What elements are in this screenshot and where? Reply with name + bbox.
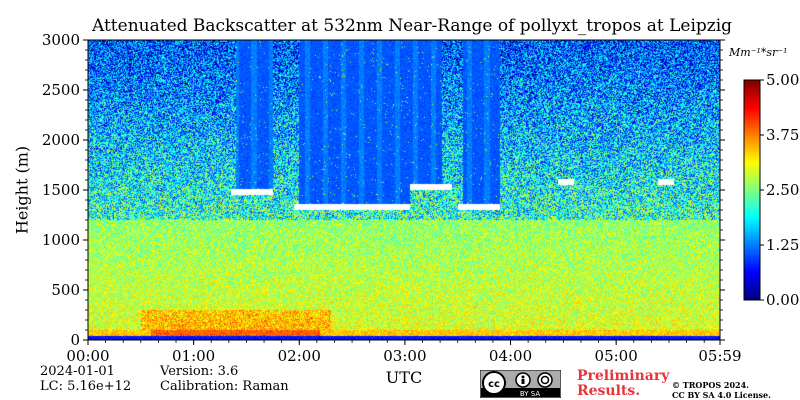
colorbar-tick-label: 0.00	[766, 291, 799, 309]
copyright-line-2: CC BY SA 4.0 License.	[672, 390, 771, 400]
colorbar-unit-label: Mm⁻¹*sr⁻¹	[729, 46, 788, 59]
cc-by-sa-logo: cc BY SA	[480, 370, 561, 398]
x-axis-label: UTC	[385, 368, 423, 387]
x-tick-label: 03:00	[383, 347, 426, 365]
colorbar-tick-label: 1.25	[766, 236, 799, 254]
y-axis-label: Height (m)	[12, 145, 32, 235]
colorbar-tick-label: 3.75	[766, 126, 799, 144]
colorbar-tick-label: 2.50	[766, 181, 799, 199]
y-tick-label: 2000	[42, 131, 80, 149]
x-tick-label: 05:59	[698, 347, 741, 365]
calibration-text: Calibration: Raman	[160, 379, 289, 394]
colorbar-tick-label: 5.00	[766, 71, 799, 89]
colorbar	[744, 80, 760, 300]
lidar-constant-text: LC: 5.16e+12	[40, 379, 132, 394]
x-tick-label: 04:00	[489, 347, 532, 365]
license-badge-text: BY SA	[520, 390, 540, 398]
x-tick-label: 00:00	[66, 347, 109, 365]
y-tick-label: 2500	[42, 81, 80, 99]
backscatter-heatmap	[88, 40, 720, 340]
chart-title: Attenuated Backscatter at 532nm Near-Ran…	[92, 16, 733, 36]
colorbar-frame	[743, 79, 761, 301]
y-tick-label: 1000	[42, 231, 80, 249]
y-tick-label: 500	[51, 281, 80, 299]
x-tick-label: 05:00	[595, 347, 638, 365]
x-tick-label: 01:00	[172, 347, 215, 365]
y-tick-label: 3000	[42, 31, 80, 49]
y-tick-label: 0	[70, 331, 80, 349]
copyright-line-1: © TROPOS 2024.	[672, 380, 749, 390]
version-text: Version: 3.6	[160, 364, 239, 379]
copyright-notice: © TROPOS 2024. CC BY SA 4.0 License.	[672, 380, 792, 400]
x-tick-label: 02:00	[278, 347, 321, 365]
preliminary-notice: Preliminary Results.	[577, 368, 670, 399]
date-text: 2024-01-01	[40, 364, 115, 379]
y-tick-label: 1500	[42, 181, 80, 199]
svg-text:cc: cc	[488, 379, 500, 390]
plot-frame	[87, 39, 721, 341]
